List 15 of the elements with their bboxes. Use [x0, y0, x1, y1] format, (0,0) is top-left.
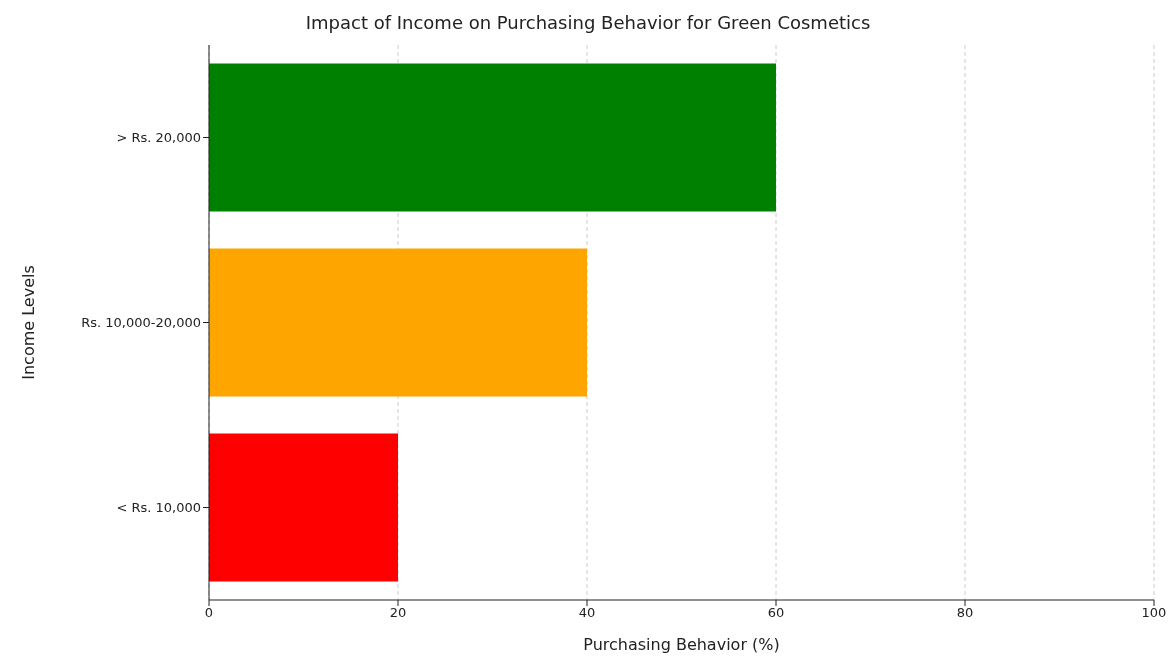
y-tick-label: < Rs. 10,000 — [116, 500, 201, 516]
x-tick-label: 100 — [1141, 605, 1167, 621]
x-tick-label: 40 — [578, 605, 596, 621]
y-tick-label: Rs. 10,000-20,000 — [81, 315, 201, 331]
x-tick-label: 0 — [204, 605, 214, 621]
bar — [209, 433, 398, 582]
y-axis-title: Income Levels — [18, 265, 38, 380]
x-tick-label: 60 — [767, 605, 785, 621]
bar — [209, 63, 776, 212]
y-tick-label: > Rs. 20,000 — [116, 130, 201, 146]
x-tick-label: 80 — [956, 605, 974, 621]
bar — [209, 248, 587, 397]
x-tick-label: 20 — [389, 605, 407, 621]
chart-title: Impact of Income on Purchasing Behavior for Green Cosmetics — [304, 11, 872, 35]
x-axis-title: Purchasing Behavior (%) — [583, 635, 780, 654]
